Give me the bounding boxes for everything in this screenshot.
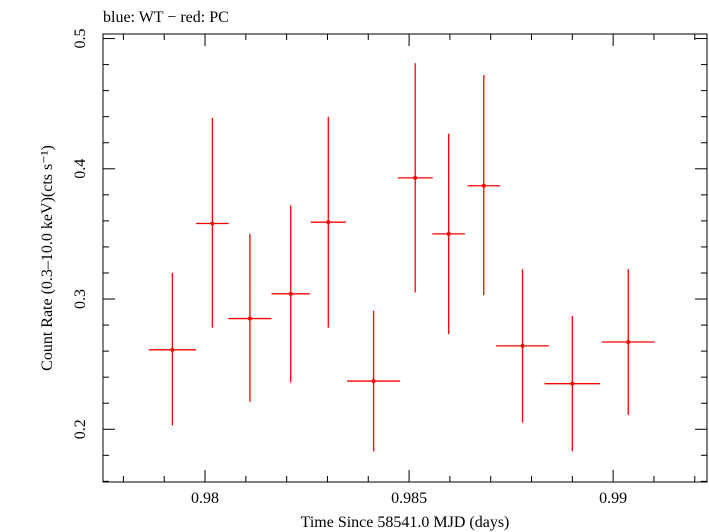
data-marker xyxy=(371,379,376,384)
data-point xyxy=(271,205,310,383)
x-tick-label: 0.98 xyxy=(191,490,219,507)
axes: 0.98 0.985 0.99 0.2 0.3 0.4 0.5 xyxy=(72,29,708,507)
data-marker xyxy=(626,340,631,344)
data-marker xyxy=(247,316,252,321)
data-point xyxy=(148,272,197,426)
data-marker xyxy=(288,291,293,296)
y-axis-label: Count Rate (0.3–10.0 keV)(cts s⁻¹) xyxy=(39,145,56,371)
chart-header: blue: WT − red: PC xyxy=(103,9,229,26)
plot-frame xyxy=(102,33,708,483)
data-marker xyxy=(326,220,331,225)
data-point xyxy=(228,233,272,402)
plot-area xyxy=(148,63,655,452)
x-tick-label: 0.985 xyxy=(391,490,427,507)
data-point xyxy=(347,310,401,452)
data-point xyxy=(544,315,601,452)
data-marker xyxy=(170,347,175,352)
data-marker xyxy=(520,343,525,348)
data-point xyxy=(310,116,346,328)
x-tick-label: 0.99 xyxy=(599,490,627,507)
data-point xyxy=(432,133,465,335)
data-point xyxy=(601,269,655,415)
y-tick-label: 0.2 xyxy=(72,419,89,439)
data-marker xyxy=(570,381,575,386)
data-point xyxy=(397,63,433,293)
data-marker xyxy=(210,221,215,226)
y-tick-label: 0.4 xyxy=(72,159,89,179)
y-tick-label: 0.5 xyxy=(72,29,89,49)
data-point xyxy=(496,269,550,423)
data-marker xyxy=(446,231,451,236)
x-axis-label: Time Since 58541.0 MJD (days) xyxy=(301,514,510,531)
data-marker xyxy=(481,183,486,188)
data-point xyxy=(196,118,229,328)
data-marker xyxy=(413,175,418,180)
y-tick-label: 0.3 xyxy=(72,289,89,309)
data-point xyxy=(467,75,501,296)
